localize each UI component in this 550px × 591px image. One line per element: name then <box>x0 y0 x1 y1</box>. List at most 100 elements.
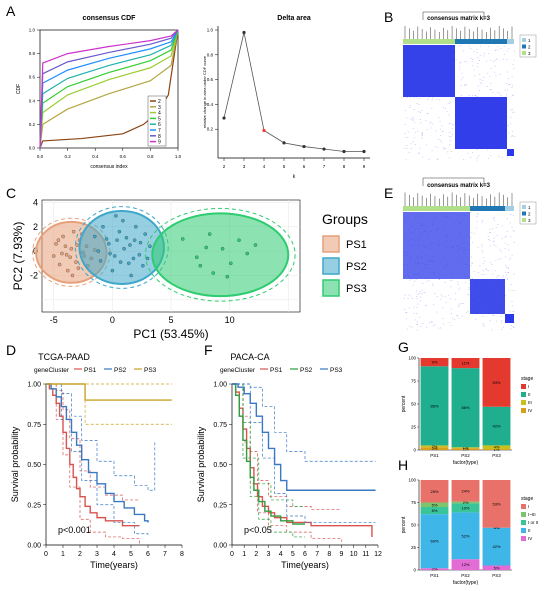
km-legend-label: PS3 <box>330 367 343 374</box>
heatmap-noise <box>419 300 422 302</box>
heatmap-noise <box>487 46 490 47</box>
delta-xtick-label: 2 <box>223 164 226 169</box>
heatmap-noise <box>449 101 452 103</box>
heatmap-noise <box>418 152 420 154</box>
heatmap-noise <box>507 266 509 268</box>
km-legend-label: PS2 <box>300 367 313 374</box>
heatmap-noise <box>453 318 456 320</box>
heatmap-noise <box>444 296 446 298</box>
heatmap-noise <box>440 327 442 329</box>
heatmap-noise <box>471 152 474 154</box>
pca-point-PS3 <box>237 238 241 242</box>
heatmap-noise <box>416 312 418 314</box>
delta-point <box>362 149 366 154</box>
bar-segment-IV <box>482 449 511 450</box>
heatmap-legend-label: 3 <box>528 51 531 56</box>
bar-segment-IV <box>420 447 449 450</box>
pca-point-PS1 <box>57 262 62 267</box>
heatmap-title: consensus matrix k=3 <box>427 183 491 189</box>
heatmap-noise <box>482 270 485 271</box>
heatmap-noise <box>411 278 413 280</box>
bar-ytick-label: 100 <box>408 478 416 483</box>
heatmap-noise <box>513 111 515 113</box>
bar-data-label: 52% <box>461 533 469 538</box>
heatmap-noise <box>492 240 494 242</box>
heatmap-noise <box>404 110 407 111</box>
pca-point-PS2 <box>96 249 101 253</box>
heatmap-noise <box>471 59 474 60</box>
heatmap-cluster-bar <box>507 39 514 44</box>
pca-ytick-label: 4 <box>33 197 38 207</box>
heatmap-noise <box>489 76 491 77</box>
pca-legend-title: Groups <box>322 211 368 227</box>
bar-data-label: 53% <box>492 501 500 506</box>
heatmap-noise <box>436 98 438 100</box>
heatmap-noise <box>508 48 510 49</box>
bar-legend-title: stage <box>521 376 533 382</box>
pca-point-PS2 <box>137 253 142 257</box>
pca-xtick-label: 10 <box>225 315 235 325</box>
heatmap-noise <box>431 99 433 100</box>
heatmap-noise <box>450 308 452 310</box>
heatmap-noise <box>436 147 439 149</box>
heatmap-noise <box>476 216 478 217</box>
heatmap-noise <box>471 61 473 62</box>
heatmap-noise <box>467 293 469 295</box>
heatmap-noise <box>481 221 483 223</box>
heatmap-noise <box>470 212 472 213</box>
heatmap-noise <box>505 154 508 156</box>
cdf-legend-label: 7 <box>158 128 161 134</box>
heatmap-noise <box>499 93 501 94</box>
heatmap-noise <box>460 85 462 86</box>
bar-data-label: 2% <box>463 447 469 452</box>
pca-point-PS2 <box>143 232 147 236</box>
heatmap-noise <box>494 50 496 51</box>
heatmap-noise <box>512 215 514 216</box>
bar-legend-key-I or II <box>521 520 526 525</box>
heatmap-noise <box>509 259 511 261</box>
bar-data-label: 86% <box>461 405 469 410</box>
heatmap-noise <box>470 264 472 266</box>
heatmap-cluster-bar <box>403 206 470 211</box>
heatmap-noise <box>462 77 464 79</box>
km-curve-PS1 <box>232 383 373 537</box>
heatmap-noise <box>487 236 489 237</box>
heatmap-noise <box>413 122 416 123</box>
heatmap-noise <box>406 328 409 330</box>
heatmap-noise <box>436 158 438 160</box>
pca-point-PS2 <box>127 261 131 266</box>
heatmap-noise <box>491 228 494 229</box>
bar-data-label: 25% <box>430 489 438 494</box>
heatmap-noise <box>443 148 445 150</box>
cdf-title: consensus CDF <box>83 15 137 22</box>
heatmap-noise <box>500 48 502 49</box>
km-curve-PS2 <box>46 383 149 523</box>
heatmap-legend-key <box>522 51 526 55</box>
heatmap-noise <box>506 83 508 84</box>
heatmap-dendrogram <box>404 177 513 207</box>
bar-segment-II <box>420 366 449 446</box>
heatmap-noise <box>489 59 491 61</box>
km-xtick-label: 7 <box>315 551 319 558</box>
pca-point-PS1 <box>60 251 64 256</box>
heatmap-noise <box>439 99 441 101</box>
bar-legend-label: II <box>528 528 531 533</box>
heatmap-noise <box>431 150 433 151</box>
heatmap-noise <box>478 90 480 91</box>
heatmap-noise <box>457 46 460 48</box>
heatmap-noise <box>451 128 454 129</box>
km-title: PACA-CA <box>230 352 269 362</box>
heatmap-block <box>505 314 514 323</box>
heatmap-legend-key <box>522 38 526 42</box>
heatmap-noise <box>407 131 409 133</box>
heatmap-noise <box>477 85 479 87</box>
heatmap-noise <box>416 329 418 331</box>
heatmap-noise <box>444 281 446 283</box>
heatmap-noise <box>440 298 442 300</box>
heatmap-noise <box>481 274 483 276</box>
km-ytick-label: 0.25 <box>27 502 41 509</box>
heatmap-noise <box>511 130 514 132</box>
heatmap-noise <box>419 111 422 113</box>
heatmap-noise <box>408 294 410 296</box>
heatmap-noise <box>420 293 422 294</box>
